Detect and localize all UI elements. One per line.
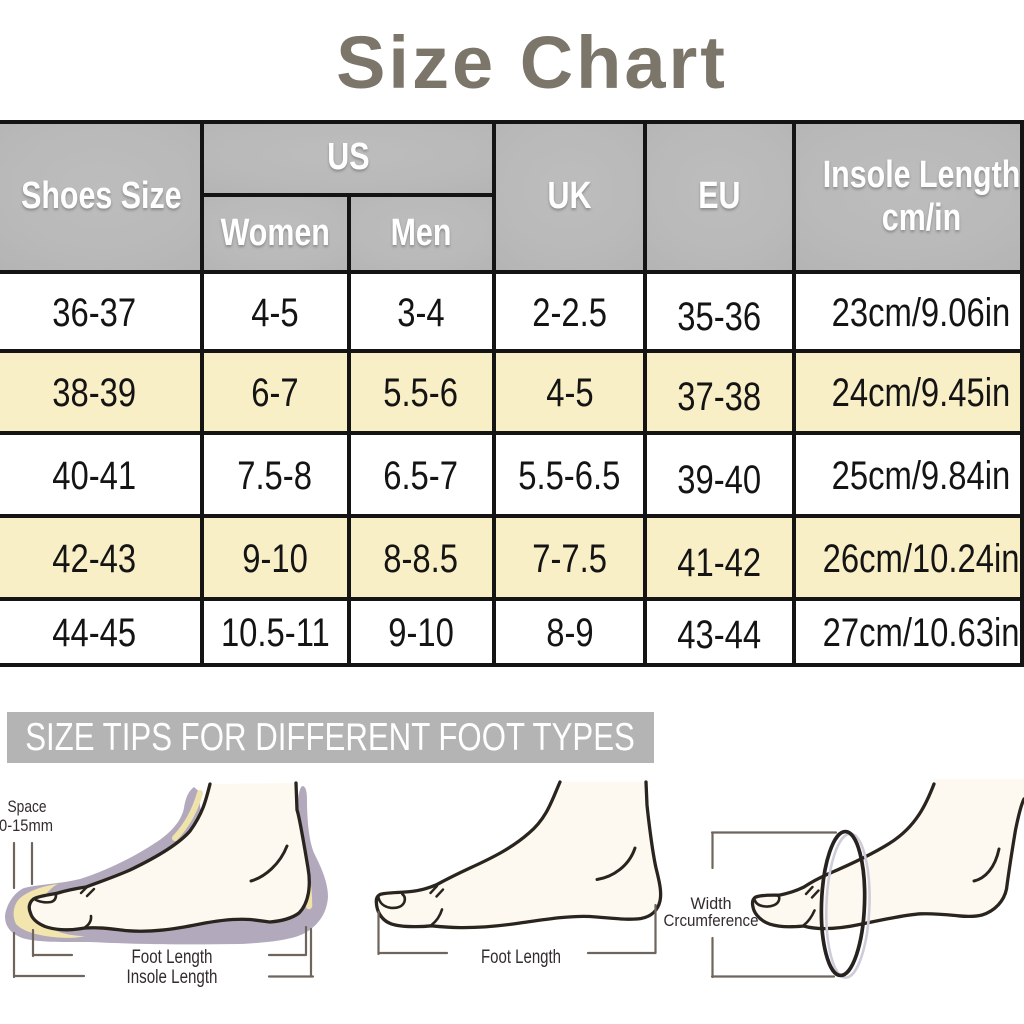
svg-text:Crcumference: Crcumference (664, 911, 759, 930)
svg-text:Insole Length: Insole Length (127, 966, 218, 988)
svg-text:Foot Length: Foot Length (132, 946, 213, 968)
svg-text:Space: Space (8, 798, 47, 816)
svg-text:0-15mm: 0-15mm (0, 817, 53, 835)
svg-text:Foot Length: Foot Length (481, 946, 561, 968)
svg-text:Width: Width (691, 894, 732, 913)
